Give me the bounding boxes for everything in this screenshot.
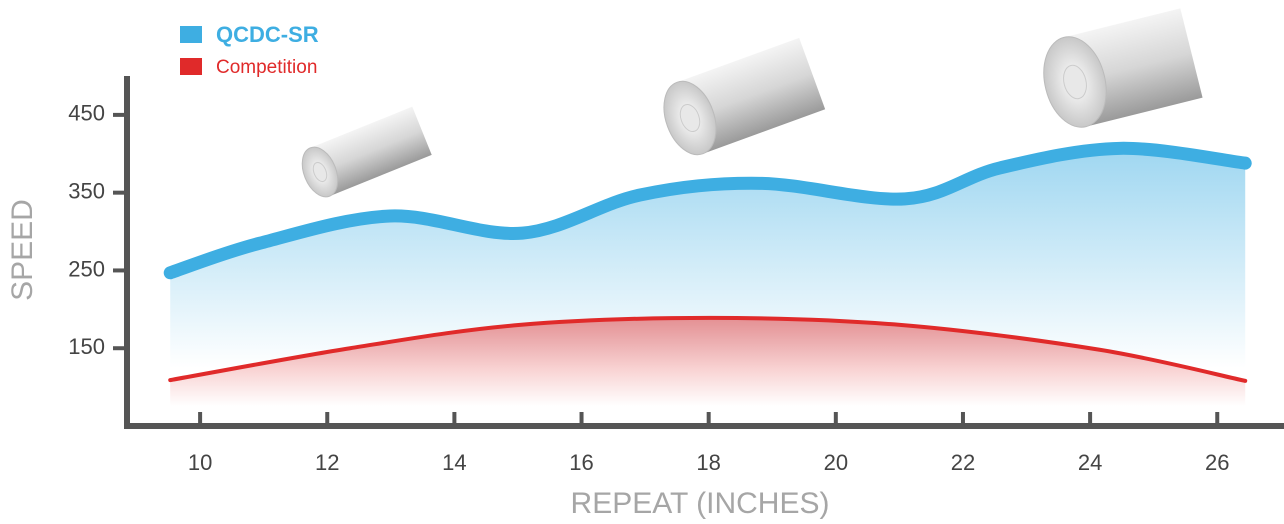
roller-medium	[663, 37, 826, 156]
x-tick-label: 24	[1078, 450, 1102, 475]
area	[170, 317, 1246, 406]
x-tick-label: 14	[442, 450, 466, 475]
x-axis-title: REPEAT (INCHES)	[571, 487, 830, 520]
y-tick-label: 250	[68, 256, 105, 281]
line	[163, 141, 1252, 280]
roller-large	[1043, 8, 1203, 128]
x-tick-label: 22	[951, 450, 975, 475]
x-tick-label: 16	[569, 450, 593, 475]
x-tick-label: 10	[188, 450, 212, 475]
y-axis-title: SPEED	[6, 199, 39, 301]
x-tick-label: 20	[824, 450, 848, 475]
line	[168, 315, 1248, 383]
legend-swatch	[180, 58, 202, 75]
legend-label: QCDC-SR	[216, 22, 319, 47]
y-tick-label: 450	[68, 101, 105, 126]
x-tick-label: 18	[696, 450, 720, 475]
legend-swatch	[180, 26, 202, 43]
area	[170, 148, 1246, 369]
y-tick-label: 150	[68, 334, 105, 359]
y-tick-label: 350	[68, 178, 105, 203]
legend-label: Competition	[216, 57, 317, 78]
x-tick-label: 26	[1205, 450, 1229, 475]
roller-small	[301, 106, 432, 198]
x-tick-label: 12	[315, 450, 339, 475]
